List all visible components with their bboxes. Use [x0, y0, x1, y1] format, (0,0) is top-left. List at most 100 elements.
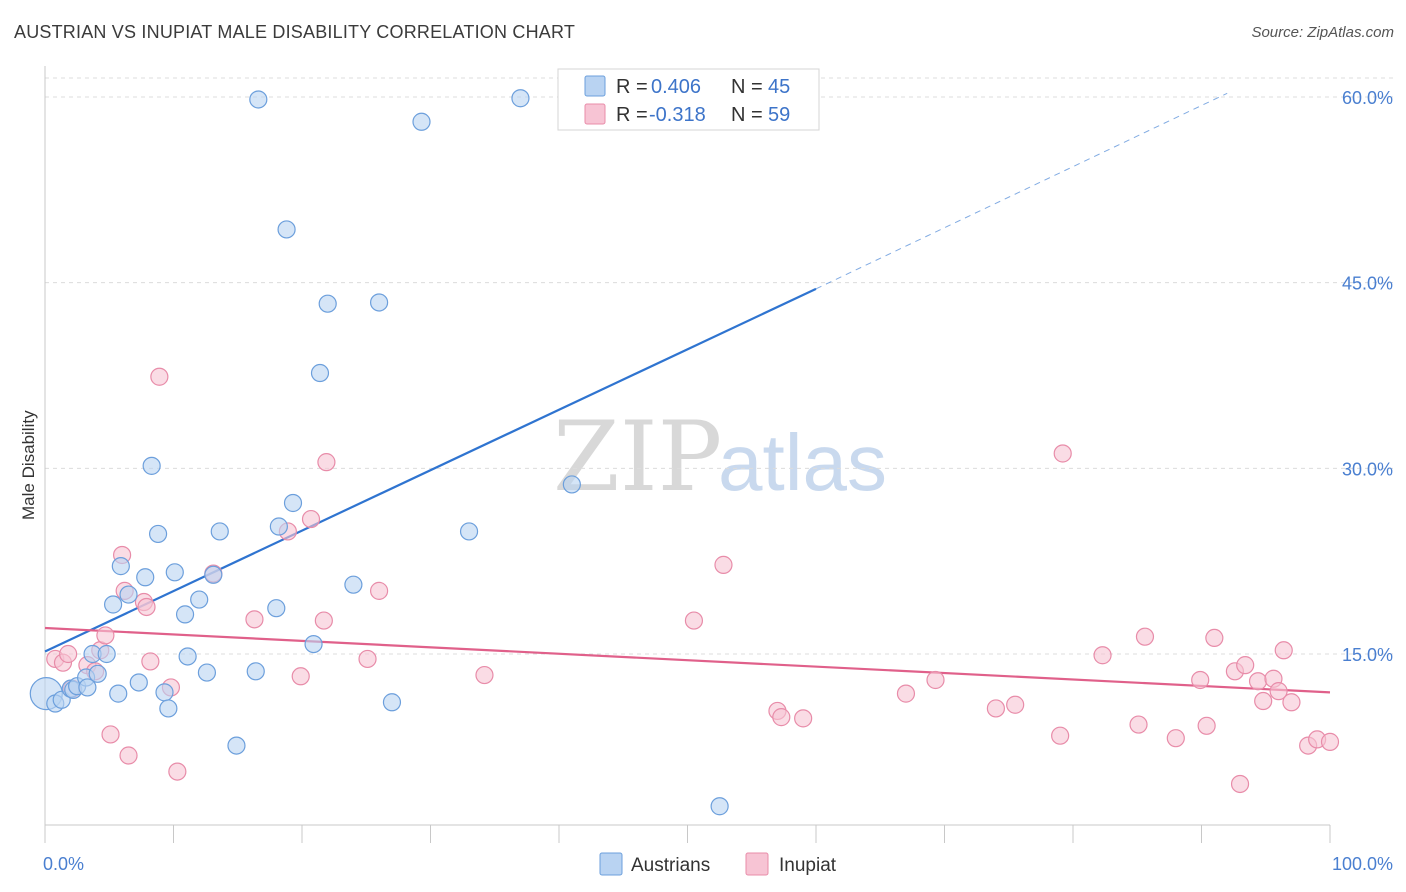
chart-title: AUSTRIAN VS INUPIAT MALE DISABILITY CORR… — [14, 22, 576, 42]
austrians-point — [78, 678, 97, 697]
inupiat-point — [714, 555, 733, 574]
austrians-point — [197, 663, 217, 682]
inupiat-point — [1269, 682, 1288, 701]
austrians-point — [710, 797, 729, 816]
austrians-point — [412, 112, 431, 131]
inupiat-point — [1135, 627, 1155, 646]
inupiat-point — [475, 665, 494, 685]
austrians-point — [246, 662, 265, 681]
inupiat-point — [317, 453, 336, 472]
inupiat-point — [245, 610, 264, 629]
austrians-point — [136, 568, 155, 587]
bottom-legend-inupiat-label: Inupiat — [779, 855, 837, 876]
inupiat-point — [986, 699, 1006, 718]
inupiat-point — [291, 667, 310, 686]
x-tick-label-end: 100.0% — [1332, 854, 1393, 874]
bottom-legend-inupiat-swatch — [745, 852, 769, 876]
inupiat-point — [1191, 670, 1210, 690]
austrians-trend-extension — [815, 92, 1228, 290]
austrians-point — [119, 585, 138, 604]
austrians-point — [267, 599, 286, 618]
austrians-point — [344, 575, 363, 594]
trend-lines — [44, 92, 1331, 694]
austrians-point — [111, 557, 130, 576]
legend-austrians-r-value: 0.406 — [651, 76, 701, 98]
legend-austrians-swatch — [584, 75, 606, 97]
legend-austrians-n-value: 45 — [768, 76, 790, 98]
inupiat-point — [1093, 646, 1112, 665]
y-tick-label: 45.0% — [1342, 274, 1393, 294]
austrians-point — [227, 736, 246, 755]
top-legend: R = 0.406 N = 45 R = -0.318 N = 59 — [557, 68, 820, 131]
austrians-point — [175, 605, 195, 624]
austrians-point — [283, 493, 303, 513]
inupiat-point — [1282, 693, 1301, 712]
legend-austrians-n-label: N = — [731, 76, 763, 98]
austrians-point — [97, 644, 116, 664]
inupiat-point — [1274, 641, 1293, 660]
axes — [44, 66, 1331, 843]
austrians-point — [148, 524, 168, 544]
inupiat-point — [1197, 716, 1216, 735]
austrians-point — [277, 220, 296, 239]
inupiat-point — [1166, 729, 1185, 748]
inupiat-point — [168, 762, 187, 781]
inupiat-point — [1230, 774, 1250, 794]
watermark-zip: ZIP — [553, 401, 722, 513]
inupiat-point — [301, 509, 321, 529]
austrians-point — [204, 565, 223, 584]
inupiat-point — [1320, 732, 1340, 751]
bottom-legend-austrians-label: Austrians — [631, 855, 710, 876]
austrians-point — [210, 522, 229, 541]
inupiat-point — [96, 626, 115, 645]
austrians-point — [109, 684, 128, 703]
austrians-point — [159, 699, 178, 718]
inupiat-point — [1236, 656, 1255, 675]
bottom-legend: Austrians Inupiat — [599, 852, 837, 876]
austrians-point — [459, 522, 479, 541]
austrians-point — [142, 456, 161, 475]
austrians-point — [304, 634, 323, 654]
austrians-point — [88, 664, 107, 683]
legend-inupiat-swatch — [584, 103, 606, 125]
source-note: Source: ZipAtlas.com — [1251, 24, 1394, 41]
inupiat-trend-line — [44, 626, 1331, 694]
austrians-point — [382, 693, 402, 712]
inupiat-point — [141, 652, 160, 671]
inupiat-point — [1254, 691, 1273, 711]
y-tick-label: 30.0% — [1342, 459, 1393, 479]
austrians-point — [104, 595, 123, 614]
austrians-point — [165, 563, 184, 582]
austrians-point — [562, 475, 581, 494]
inupiat-point — [1051, 726, 1070, 745]
legend-inupiat-r-label: R = — [616, 104, 648, 126]
legend-inupiat-n-label: N = — [731, 104, 763, 126]
inupiat-point — [1006, 695, 1025, 714]
inupiat-point — [101, 725, 120, 744]
inupiat-point — [1248, 672, 1268, 691]
inupiat-point — [358, 649, 377, 669]
x-tick-label-start: 0.0% — [43, 854, 84, 874]
inupiat-point — [772, 708, 791, 727]
data-points — [29, 89, 1340, 816]
inupiat-point — [370, 581, 389, 600]
inupiat-point — [1205, 628, 1224, 648]
legend-inupiat-r-value: -0.318 — [649, 104, 706, 126]
bottom-legend-austrians-swatch — [599, 852, 623, 876]
inupiat-point — [1129, 715, 1148, 734]
inupiat-point — [926, 670, 945, 690]
inupiat-point — [119, 746, 138, 765]
inupiat-point — [137, 597, 156, 617]
austrians-point — [370, 293, 389, 312]
inupiat-point — [684, 611, 704, 630]
legend-inupiat-n-value: 59 — [768, 104, 790, 126]
austrians-point — [511, 89, 530, 108]
austrians-point — [190, 590, 209, 609]
austrians-point — [318, 294, 337, 313]
inupiat-point — [794, 709, 813, 728]
inupiat-point — [896, 684, 916, 703]
inupiat-point — [59, 644, 78, 664]
austrians-trend-line — [44, 287, 817, 653]
austrians-point — [155, 683, 174, 702]
y-tick-label: 15.0% — [1342, 645, 1393, 665]
